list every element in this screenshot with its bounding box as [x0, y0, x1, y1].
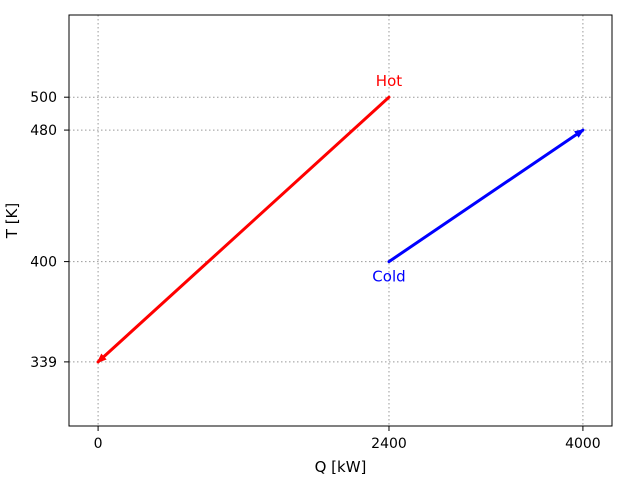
plot-area: [68, 14, 613, 427]
x-axis-label: Q [kW]: [315, 458, 367, 476]
y-tick-label: 339: [30, 355, 57, 371]
series-label-cold: Cold: [372, 268, 405, 286]
y-tick-label: 480: [30, 123, 57, 139]
series: [96, 95, 585, 364]
y-tick-label: 400: [30, 255, 57, 271]
series-line-cold: [387, 128, 585, 264]
y-tick-label: 500: [30, 90, 57, 106]
x-tick-label: 2400: [371, 436, 407, 452]
series-line-hot: [96, 95, 391, 364]
series-label-hot: Hot: [376, 72, 402, 90]
y-axis-label: T [K]: [3, 203, 21, 239]
axis-ticks: 0 2400 4000 339 400 480 500: [30, 90, 600, 452]
annotations: Hot Cold: [372, 72, 405, 285]
x-tick-label: 4000: [565, 436, 601, 452]
grid: [69, 15, 612, 426]
x-tick-label: 0: [94, 436, 103, 452]
